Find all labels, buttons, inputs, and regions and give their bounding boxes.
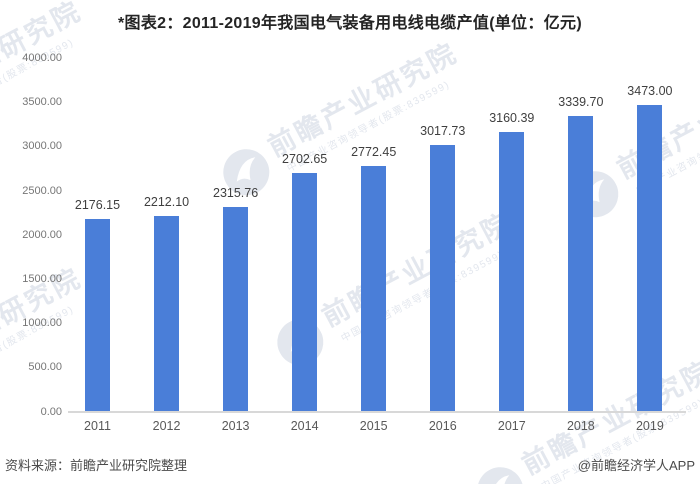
value-label: 3339.70 xyxy=(558,95,604,110)
bar-2012 xyxy=(154,216,180,412)
bar-2019 xyxy=(637,104,663,412)
y-tick-label: 3000.00 xyxy=(22,140,62,153)
source-note: 资料来源：前瞻产业研究院整理 xyxy=(5,458,188,473)
bar-2016 xyxy=(430,144,456,412)
chart-title: *图表2：2011-2019年我国电气装备用电线电缆产值(单位：亿元) xyxy=(118,15,582,32)
y-tick-label: 0.00 xyxy=(40,405,62,418)
bar-2014 xyxy=(292,172,318,412)
credit-note: @前瞻经济学人APP xyxy=(577,458,695,473)
y-tick-label: 3500.00 xyxy=(22,96,62,109)
value-label: 2702.65 xyxy=(282,151,328,166)
y-tick-label: 1000.00 xyxy=(22,317,62,330)
bar-2017 xyxy=(499,132,525,412)
x-tick-label: 2013 xyxy=(221,419,250,433)
x-tick-label: 2019 xyxy=(635,419,664,433)
bar-2018 xyxy=(568,116,594,412)
x-tick-label: 2012 xyxy=(152,419,181,433)
bar-2013 xyxy=(223,206,249,412)
y-tick-label: 4000.00 xyxy=(22,52,62,64)
y-tick-label: 2000.00 xyxy=(22,228,62,241)
value-label: 2772.45 xyxy=(351,145,397,160)
y-tick-label: 1500.00 xyxy=(22,272,62,285)
bar-2011 xyxy=(85,219,110,412)
value-label: 3017.73 xyxy=(420,123,466,138)
x-tick-label: 2016 xyxy=(428,419,457,433)
x-tick-label: 2014 xyxy=(290,419,319,433)
x-tick-label: 2018 xyxy=(566,419,595,433)
value-label: 2176.15 xyxy=(74,198,121,213)
x-axis-line xyxy=(68,411,686,413)
y-tick-label: 500.00 xyxy=(28,361,62,374)
value-label: 2212.10 xyxy=(143,195,190,209)
value-label: 2315.76 xyxy=(213,185,259,200)
value-label: 3160.39 xyxy=(489,111,535,126)
x-tick-label: 2017 xyxy=(497,419,526,433)
x-tick-label: 2015 xyxy=(359,419,388,433)
x-tick-label: 2011 xyxy=(84,419,111,433)
bar-2015 xyxy=(361,166,387,412)
y-tick-label: 2500.00 xyxy=(22,184,62,197)
value-label: 3473.00 xyxy=(627,83,673,98)
